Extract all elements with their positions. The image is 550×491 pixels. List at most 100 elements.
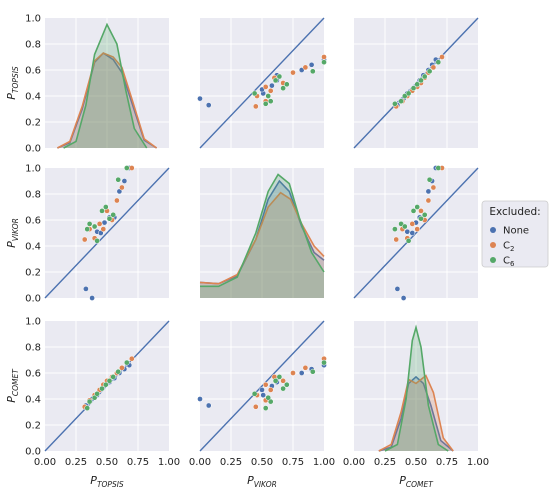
y-tick-label: 0.0 [25, 294, 41, 305]
scatter-point-c6 [106, 215, 113, 222]
scatter-point-c6 [94, 390, 100, 397]
scatter-point-c6 [435, 59, 442, 66]
scatter-point-c6 [99, 208, 105, 214]
panel-topsis-comet [353, 17, 479, 149]
y-tick-label: 0.6 [25, 216, 41, 227]
scatter-point-c2 [119, 364, 125, 371]
x-tick-label: 0.25 [374, 457, 396, 468]
legend-label-c6: C6 [503, 256, 515, 269]
legend-box [481, 200, 549, 268]
density-fill-none [200, 181, 324, 298]
scatter-point-c2 [302, 64, 309, 71]
scatter-point-c6 [418, 77, 424, 84]
legend-marker-c2 [490, 242, 496, 248]
scatter-point-c6 [251, 390, 258, 397]
x-tick-label: 0.00 [343, 457, 365, 468]
scatter-point-c6 [280, 85, 286, 92]
scatter-point-c2 [252, 403, 259, 410]
scatter-point-c6 [102, 204, 109, 210]
y-axis-label-comet: PCOMET [5, 368, 20, 403]
panel-vikor-vikor [199, 168, 325, 298]
scatter-point-c2 [262, 84, 269, 90]
scatter-point-none [205, 402, 212, 409]
x-tick-label: 0.25 [220, 457, 242, 468]
density-fill-c6 [63, 24, 147, 148]
scatter-point-c6 [410, 85, 417, 92]
x-tick-label: 0.50 [96, 457, 118, 468]
scatter-point-c2 [290, 69, 296, 76]
y-tick-label: 0.8 [25, 40, 41, 51]
scatter-point-c6 [267, 98, 274, 105]
scatter-point-c6 [99, 385, 105, 392]
legend-marker-none [490, 227, 496, 233]
scatter-point-c2 [100, 226, 107, 232]
scatter-point-none [259, 387, 265, 393]
scatter-point-c6 [321, 359, 327, 366]
density-line-c6 [384, 324, 449, 452]
scatter-point-c6 [94, 237, 100, 244]
scatter-point-c6 [392, 100, 398, 107]
scatter-point-c6 [426, 176, 433, 183]
scatter-point-c6 [272, 77, 279, 84]
scatter-point-c6 [251, 90, 258, 97]
scatter-point-c6 [283, 381, 290, 388]
reference-line [199, 17, 325, 149]
scatter-point-none [197, 95, 203, 102]
y-tick-label: 0.2 [25, 118, 41, 129]
legend-marker-c6 [490, 257, 496, 263]
scatter-point-c6 [435, 165, 442, 171]
scatter-point-c2 [128, 355, 135, 362]
x-tick-label: 0.50 [251, 457, 273, 468]
x-tick-label: 1.00 [313, 457, 335, 468]
scatter-point-c6 [421, 73, 428, 80]
scatter-point-c6 [405, 90, 412, 97]
scatter-point-none [205, 102, 212, 108]
scatter-point-c6 [262, 100, 269, 107]
y-tick-label: 0.6 [25, 66, 41, 77]
x-tick-label: 0.75 [282, 457, 304, 468]
panel-vikor-topsis: 0.0 0.2 0.4 0.6 0.8 1.0 [25, 164, 170, 305]
panel-comet-vikor: 0.00 0.25 0.50 0.75 1.00 [189, 320, 335, 468]
scatter-point-c2 [267, 387, 274, 393]
scatter-point-c2 [425, 197, 432, 204]
scatter-point-c6 [123, 165, 130, 171]
y-tick-label: 0.6 [25, 369, 41, 380]
x-tick-label: 0.75 [127, 457, 149, 468]
scatter-point-c2 [267, 87, 274, 94]
density-line-c2 [199, 191, 325, 285]
scatter-point-c6 [414, 204, 421, 210]
y-tick-label: 0.2 [25, 268, 41, 279]
density-fill-c2 [57, 53, 157, 148]
legend-label-c2: C2 [503, 241, 514, 254]
x-tick-label: 1.00 [158, 457, 180, 468]
y-tick-label: 0.2 [25, 421, 41, 432]
scatter-point-c6 [309, 368, 316, 375]
scatter-point-c6 [272, 377, 279, 384]
scatter-point-c6 [321, 59, 327, 66]
density-line-c6 [200, 173, 325, 288]
scatter-point-c2 [96, 221, 103, 227]
scatter-point-c6 [398, 98, 404, 105]
scatter-point-none [101, 219, 108, 226]
y-axis-label-topsis: PTOPSIS [5, 66, 20, 100]
y-tick-label: 0.4 [25, 92, 41, 103]
scatter-point-c2 [114, 197, 120, 204]
scatter-point-c2 [409, 221, 416, 227]
scatter-point-c2 [262, 381, 269, 388]
x-tick-label: 0.75 [436, 457, 458, 468]
scatter-point-c2 [252, 103, 259, 110]
y-tick-label: 1.0 [25, 317, 41, 328]
y-tick-label: 0.8 [25, 190, 41, 201]
scatter-point-none [269, 82, 275, 89]
scatter-point-c6 [265, 394, 272, 401]
scatter-point-c2 [128, 165, 135, 171]
scatter-point-none [425, 188, 432, 195]
scatter-point-c2 [81, 236, 88, 243]
legend-title: Excluded: [489, 206, 540, 218]
scatter-point-c6 [262, 405, 269, 411]
y-tick-label: 1.0 [25, 164, 41, 175]
x-tick-label: 0.00 [189, 457, 211, 468]
scatter-point-c6 [115, 368, 122, 375]
x-axis-label-topsis: PTOPSIS [90, 474, 124, 489]
reference-line [44, 167, 170, 299]
